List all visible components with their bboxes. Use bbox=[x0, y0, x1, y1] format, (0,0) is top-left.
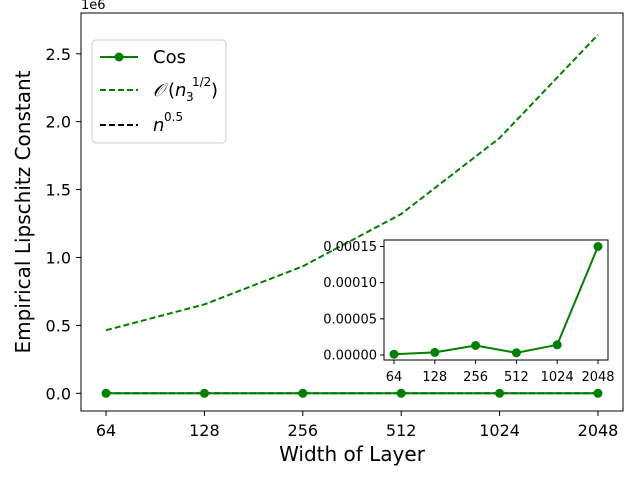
inset-y-tick-label: 0.00000 bbox=[323, 348, 377, 363]
main-axes-frame bbox=[80, 12, 624, 412]
inset-series-line-cos bbox=[393, 246, 599, 356]
legend-label-bound-n: n bbox=[175, 80, 186, 101]
legend-box bbox=[91, 39, 227, 144]
legend-label-bound-paren: ( bbox=[168, 80, 175, 101]
inset-data-point-cos bbox=[552, 340, 562, 350]
inset-x-tick-label: 2048 bbox=[581, 370, 614, 385]
data-point-cos bbox=[199, 388, 209, 398]
data-point-cos bbox=[593, 388, 603, 398]
x-tick-label: 512 bbox=[386, 421, 417, 440]
inset-y-tick-label: 0.00005 bbox=[323, 312, 377, 327]
legend-label-bound-sup: 1/2 bbox=[192, 75, 211, 89]
inset-data-point-cos bbox=[593, 242, 603, 251]
y-offset-label: 1e6 bbox=[81, 0, 106, 13]
legend-marker-cos bbox=[114, 52, 124, 62]
legend-label-n05: n 0.5 bbox=[153, 110, 183, 136]
inset-axes-frame bbox=[383, 239, 609, 361]
legend-label-bound-sub: 3 bbox=[186, 90, 194, 104]
inset-y-tick-label: 0.00015 bbox=[323, 240, 377, 255]
data-point-cos bbox=[396, 388, 406, 398]
inset-y-tick-label: 0.00010 bbox=[323, 276, 377, 291]
legend-label-bound-close: ) bbox=[211, 80, 218, 101]
legend-label-n05-exp: 0.5 bbox=[164, 110, 183, 124]
x-tick-label: 64 bbox=[96, 421, 116, 440]
inset-data-point-cos bbox=[430, 347, 440, 357]
data-point-cos bbox=[298, 388, 308, 398]
y-tick-label: 1.0 bbox=[46, 249, 71, 268]
x-tick-label: 128 bbox=[189, 421, 220, 440]
x-tick-label: 1024 bbox=[479, 421, 520, 440]
x-tick-label: 256 bbox=[288, 421, 319, 440]
inset-data-point-cos bbox=[511, 348, 521, 358]
y-tick-label: 0.0 bbox=[46, 384, 71, 403]
inset-data-point-cos bbox=[471, 341, 481, 350]
y-tick-label: 0.5 bbox=[46, 316, 71, 335]
x-axis-label: Width of Layer bbox=[279, 442, 426, 466]
y-axis-label: Empirical Lipschitz Constant bbox=[11, 70, 35, 353]
x-tick-label: 2048 bbox=[578, 421, 619, 440]
inset-x-tick-label: 64 bbox=[386, 370, 403, 385]
y-tick-label: 1.5 bbox=[46, 181, 71, 200]
y-tick-label: 2.0 bbox=[46, 113, 71, 132]
series-line-bound bbox=[105, 34, 599, 332]
inset-data-point-cos bbox=[389, 349, 399, 359]
data-point-cos bbox=[495, 388, 505, 398]
inset-background bbox=[384, 240, 608, 360]
inset-x-tick-label: 256 bbox=[463, 370, 488, 385]
legend-label-cos: Cos bbox=[153, 47, 186, 68]
legend-label-n05-base: n bbox=[153, 115, 164, 136]
inset-x-tick-label: 128 bbox=[422, 370, 447, 385]
inset-x-tick-label: 512 bbox=[504, 370, 529, 385]
inset-x-tick-label: 1024 bbox=[541, 370, 574, 385]
inset-axes: 64 128 256 512 1024 2048 0.00000 0.00005 0.00010… bbox=[323, 239, 615, 385]
y-tick-label: 2.5 bbox=[46, 45, 71, 64]
data-point-cos bbox=[101, 388, 111, 398]
main-axes: 64 128 256 512 1024 2048 0.0 0.5 1.0 1.5 2.0 2.5 1e6… bbox=[11, 0, 624, 466]
chart-legend: Cos 𝒪 ( n 3 1/2 ) n 0.5 bbox=[91, 39, 227, 144]
